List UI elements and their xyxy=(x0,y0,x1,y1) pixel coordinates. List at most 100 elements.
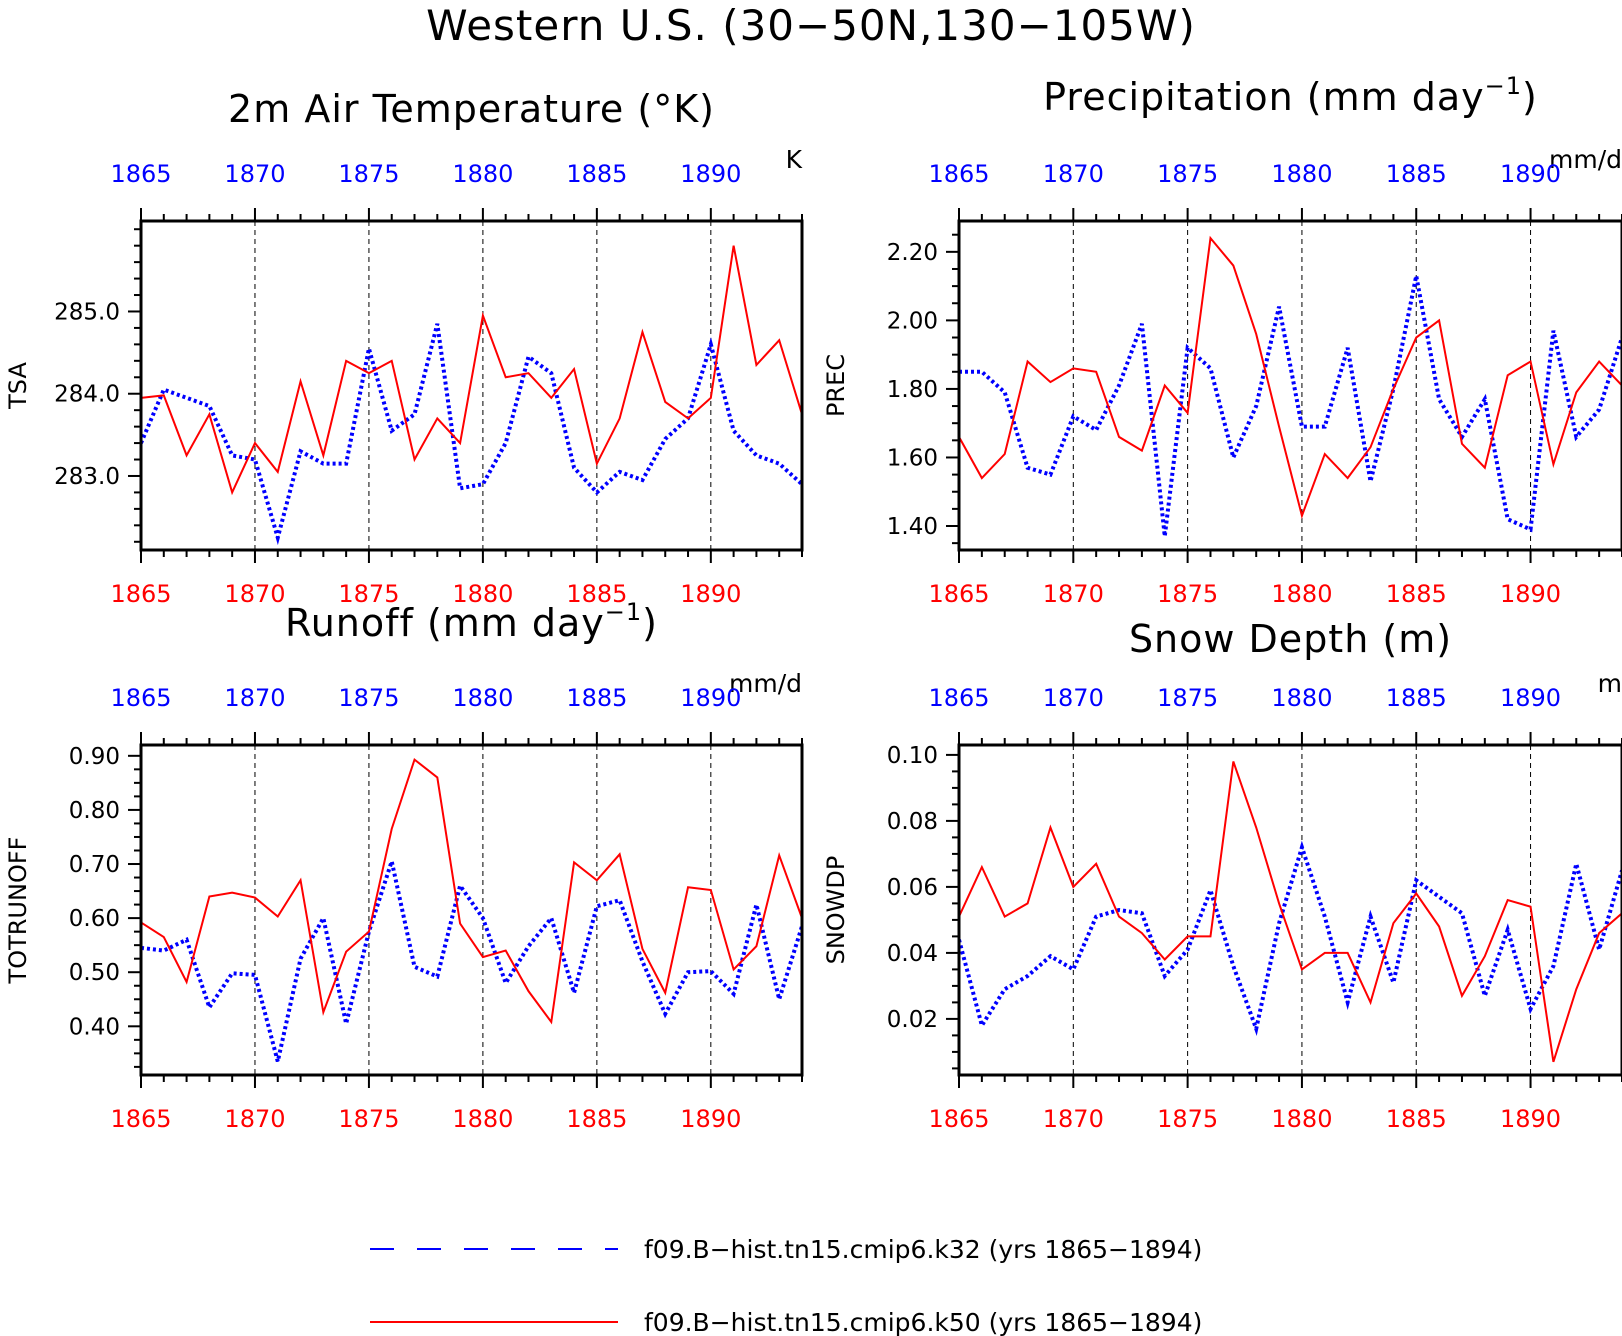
x-tick-label-top: 1890 xyxy=(1500,684,1561,712)
y-tick-label: 1.60 xyxy=(887,445,938,471)
plot-frame xyxy=(957,743,1622,1077)
units-label: m xyxy=(1598,669,1622,698)
x-tick-label-top: 1890 xyxy=(1500,160,1561,188)
y-axis-label: TOTRUNOFF xyxy=(4,837,32,985)
y-tick-label: 0.10 xyxy=(887,743,938,769)
y-tick-label: 2.20 xyxy=(887,240,938,266)
panel-prec: Precipitation (mm day−1) mm/d 1865 1865 1870… xyxy=(822,72,1622,608)
panel-totrunoff: Runoff (mm day−1) mm/d 1865 1865 1870 1870 187… xyxy=(4,598,804,1133)
x-tick-label-bottom: 1875 xyxy=(338,1105,399,1133)
x-tick-label-top: 1870 xyxy=(224,160,285,188)
x-tick-label-top: 1880 xyxy=(452,684,513,712)
x-tick-label-top: 1885 xyxy=(566,160,627,188)
x-tick-label-bottom: 1875 xyxy=(1157,580,1218,608)
panel-title-text: Runoff (mm day xyxy=(285,601,605,645)
y-tick-label: 0.90 xyxy=(69,744,120,770)
series-line-k50 xyxy=(141,757,802,1025)
y-tick-label: 0.06 xyxy=(887,875,938,901)
x-tick-label-bottom: 1880 xyxy=(1271,580,1332,608)
y-tick-label: 0.50 xyxy=(69,960,120,986)
x-tick-label-top: 1885 xyxy=(1386,160,1447,188)
x-tick-label-bottom: 1890 xyxy=(680,580,741,608)
x-tick-label-top: 1890 xyxy=(680,684,741,712)
plot-frame xyxy=(139,219,804,552)
panel-tsa: 2m Air Temperature (°K) K 1865 1865 1870 1870… xyxy=(4,87,804,608)
plot-frame xyxy=(139,743,804,1077)
x-tick-label-top: 1865 xyxy=(928,684,989,712)
x-tick-label-bottom: 1865 xyxy=(110,1105,171,1133)
x-tick-label-bottom: 1885 xyxy=(1386,1105,1447,1133)
series-line-k32 xyxy=(959,840,1622,1036)
x-tick-label-top: 1880 xyxy=(452,160,513,188)
x-tick-label-top: 1865 xyxy=(110,160,171,188)
x-tick-label-bottom: 1870 xyxy=(1043,580,1104,608)
panel-title-end: ) xyxy=(642,601,658,645)
x-tick-label-bottom: 1865 xyxy=(928,1105,989,1133)
x-tick-label-bottom: 1870 xyxy=(1043,1105,1104,1133)
x-tick-label-bottom: 1885 xyxy=(1386,580,1447,608)
panel-title-text: 2m Air Temperature (°K) xyxy=(228,87,715,131)
units-label: mm/d xyxy=(1549,145,1622,174)
panel-snowdp: Snow Depth (m) m 1865 1865 1870 1870 1875 1875 1… xyxy=(822,617,1622,1133)
x-tick-label-top: 1875 xyxy=(338,160,399,188)
x-tick-label-top: 1875 xyxy=(1157,684,1218,712)
y-tick-label: 0.08 xyxy=(887,809,938,835)
x-tick-label-bottom: 1865 xyxy=(928,580,989,608)
series-line-k50 xyxy=(141,245,802,496)
units-label: K xyxy=(786,145,803,174)
x-tick-label-bottom: 1875 xyxy=(338,580,399,608)
panel-title-text: Precipitation (mm day xyxy=(1043,75,1484,119)
x-tick-label-top: 1885 xyxy=(566,684,627,712)
x-tick-label-top: 1880 xyxy=(1271,160,1332,188)
x-tick-label-bottom: 1890 xyxy=(1500,580,1561,608)
x-tick-label-top: 1890 xyxy=(680,160,741,188)
units-label: mm/d xyxy=(729,669,802,698)
x-tick-label-top: 1870 xyxy=(1043,160,1104,188)
panel-title: Snow Depth (m) xyxy=(1129,617,1452,661)
x-tick-label-top: 1885 xyxy=(1386,684,1447,712)
x-tick-label-bottom: 1890 xyxy=(1500,1105,1561,1133)
series-line-k32 xyxy=(141,323,802,546)
panel-title: Precipitation (mm day−1) xyxy=(1043,72,1538,119)
y-tick-label: 1.40 xyxy=(887,514,938,540)
panel-title-superscript: −1 xyxy=(605,598,642,626)
x-tick-label-top: 1865 xyxy=(928,160,989,188)
y-axis-label: PREC xyxy=(822,354,850,417)
y-tick-label: 285.0 xyxy=(54,299,120,325)
series-line-k32 xyxy=(141,853,802,1062)
x-tick-label-bottom: 1870 xyxy=(224,580,285,608)
y-tick-label: 0.04 xyxy=(887,941,938,967)
x-tick-label-top: 1865 xyxy=(110,684,171,712)
series-line-k50 xyxy=(959,761,1622,1063)
x-tick-label-top: 1875 xyxy=(338,684,399,712)
panel-title: 2m Air Temperature (°K) xyxy=(228,87,715,131)
panel-title-end: ) xyxy=(1522,75,1538,119)
series-line-k50 xyxy=(959,235,1622,520)
panel-title: Runoff (mm day−1) xyxy=(285,598,658,645)
x-tick-label-top: 1870 xyxy=(1043,684,1104,712)
x-tick-label-bottom: 1865 xyxy=(110,580,171,608)
y-tick-label: 1.80 xyxy=(887,377,938,403)
y-tick-label: 0.70 xyxy=(69,852,120,878)
y-tick-label: 0.02 xyxy=(887,1007,938,1033)
x-tick-label-top: 1870 xyxy=(224,684,285,712)
x-tick-label-top: 1875 xyxy=(1157,160,1218,188)
x-tick-label-bottom: 1890 xyxy=(680,1105,741,1133)
panel-title-text: Snow Depth (m) xyxy=(1129,617,1452,661)
x-tick-label-bottom: 1880 xyxy=(452,580,513,608)
y-tick-label: 2.00 xyxy=(887,308,938,334)
panel-title-superscript: −1 xyxy=(1485,72,1522,100)
x-tick-label-bottom: 1875 xyxy=(1157,1105,1218,1133)
y-axis-label: SNOWDP xyxy=(822,856,850,965)
y-tick-label: 283.0 xyxy=(54,464,120,490)
series-line-k32 xyxy=(959,275,1622,537)
y-tick-label: 284.0 xyxy=(54,382,120,408)
y-tick-label: 0.40 xyxy=(69,1014,120,1040)
x-tick-label-bottom: 1870 xyxy=(224,1105,285,1133)
x-tick-label-bottom: 1885 xyxy=(566,580,627,608)
x-tick-label-bottom: 1880 xyxy=(1271,1105,1332,1133)
x-tick-label-bottom: 1885 xyxy=(566,1105,627,1133)
x-tick-label-top: 1880 xyxy=(1271,684,1332,712)
y-tick-label: 0.80 xyxy=(69,798,120,824)
